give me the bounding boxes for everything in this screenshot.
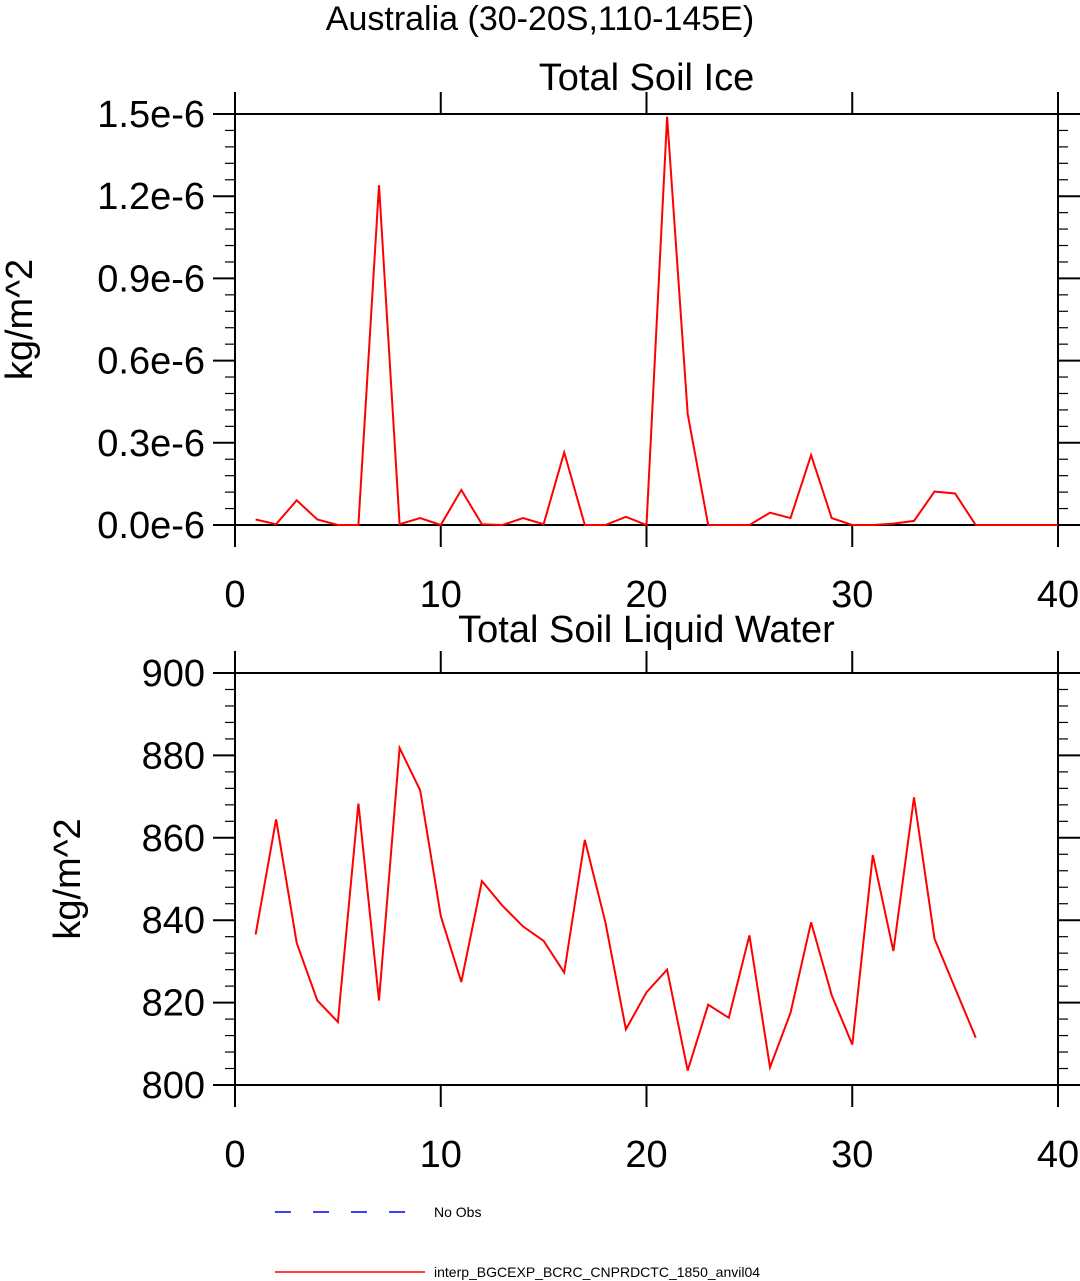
legend-label-no-obs: No Obs: [434, 1204, 481, 1220]
y-tick-label: 800: [142, 1065, 205, 1107]
chart-total-soil-liquid-water: 0 10 20 30 40 800 820 840 860 880 900 Total Soil Li…: [47, 609, 1080, 1176]
y-tick-label: 0.3e-6: [97, 423, 205, 465]
x-tick-label: 10: [420, 574, 462, 616]
x-tick-label: 30: [831, 574, 873, 616]
y-tick-label: 1.2e-6: [97, 176, 205, 218]
x-tick-label: 0: [224, 574, 245, 616]
x-tick-label: 40: [1037, 1134, 1079, 1176]
x-tick-label: 20: [625, 574, 667, 616]
y-tick-label: 0.6e-6: [97, 341, 205, 383]
y-tick-label: 0.9e-6: [97, 258, 205, 300]
chart-total-soil-ice: 0 10 20 30 40 0.0e-6 0.3e-6 0.6e-6 0.9e-6 1.2e-6 1…: [0, 57, 1080, 616]
y-tick-label: 0.0e-6: [97, 505, 205, 547]
y-tick-label: 1.5e-6: [97, 94, 205, 136]
x-tick-label: 10: [420, 1134, 462, 1176]
y-tick-label: 900: [142, 653, 205, 695]
x-tick-label: 0: [224, 1134, 245, 1176]
page-title: Australia (30-20S,110-145E): [325, 0, 755, 38]
y-axis-label: kg/m^2: [0, 259, 41, 380]
y-tick-label: 820: [142, 983, 205, 1025]
x-tick-label: 20: [625, 1134, 667, 1176]
series-line: [255, 116, 1058, 527]
plot-frame: [234, 672, 1059, 1086]
chart-title: Total Soil Liquid Water: [458, 609, 835, 651]
y-axis-label: kg/m^2: [47, 818, 89, 939]
x-tick-label: 30: [831, 1134, 873, 1176]
plot-frame: [234, 113, 1059, 526]
chart-title: Total Soil Ice: [539, 57, 754, 99]
series-line: [254, 744, 977, 1072]
y-tick-label: 860: [142, 818, 205, 860]
y-tick-label: 840: [142, 900, 205, 942]
legend: No Obs interp_BGCEXP_BCRC_CNPRDCTC_1850_…: [275, 1204, 760, 1280]
y-tick-label: 880: [142, 735, 205, 777]
x-tick-label: 40: [1037, 574, 1079, 616]
legend-label-model: interp_BGCEXP_BCRC_CNPRDCTC_1850_anvil04: [434, 1264, 760, 1280]
